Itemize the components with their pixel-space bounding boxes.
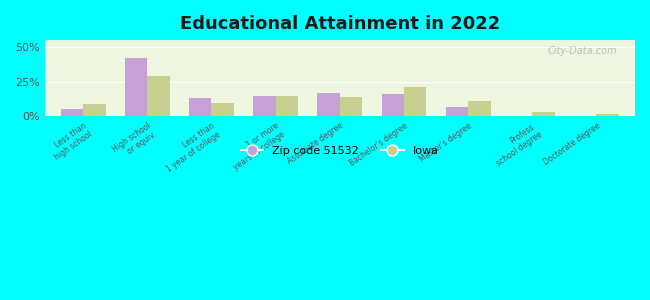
Bar (446, 107, 468, 116)
Title: Educational Attainment in 2022: Educational Attainment in 2022 (179, 15, 500, 33)
Bar (468, 101, 491, 116)
Bar (189, 98, 211, 116)
Bar (340, 97, 362, 116)
Text: City-Data.com: City-Data.com (548, 46, 617, 56)
Bar (532, 112, 555, 116)
Bar (125, 58, 148, 116)
Bar (276, 96, 298, 116)
Legend: Zip code 51532, Iowa: Zip code 51532, Iowa (237, 142, 443, 160)
Bar (211, 103, 234, 116)
Bar (60, 110, 83, 116)
Bar (148, 76, 170, 116)
Bar (404, 87, 426, 116)
Bar (382, 94, 404, 116)
Bar (253, 96, 276, 116)
Bar (83, 104, 105, 116)
Bar (317, 93, 340, 116)
Bar (597, 114, 619, 116)
